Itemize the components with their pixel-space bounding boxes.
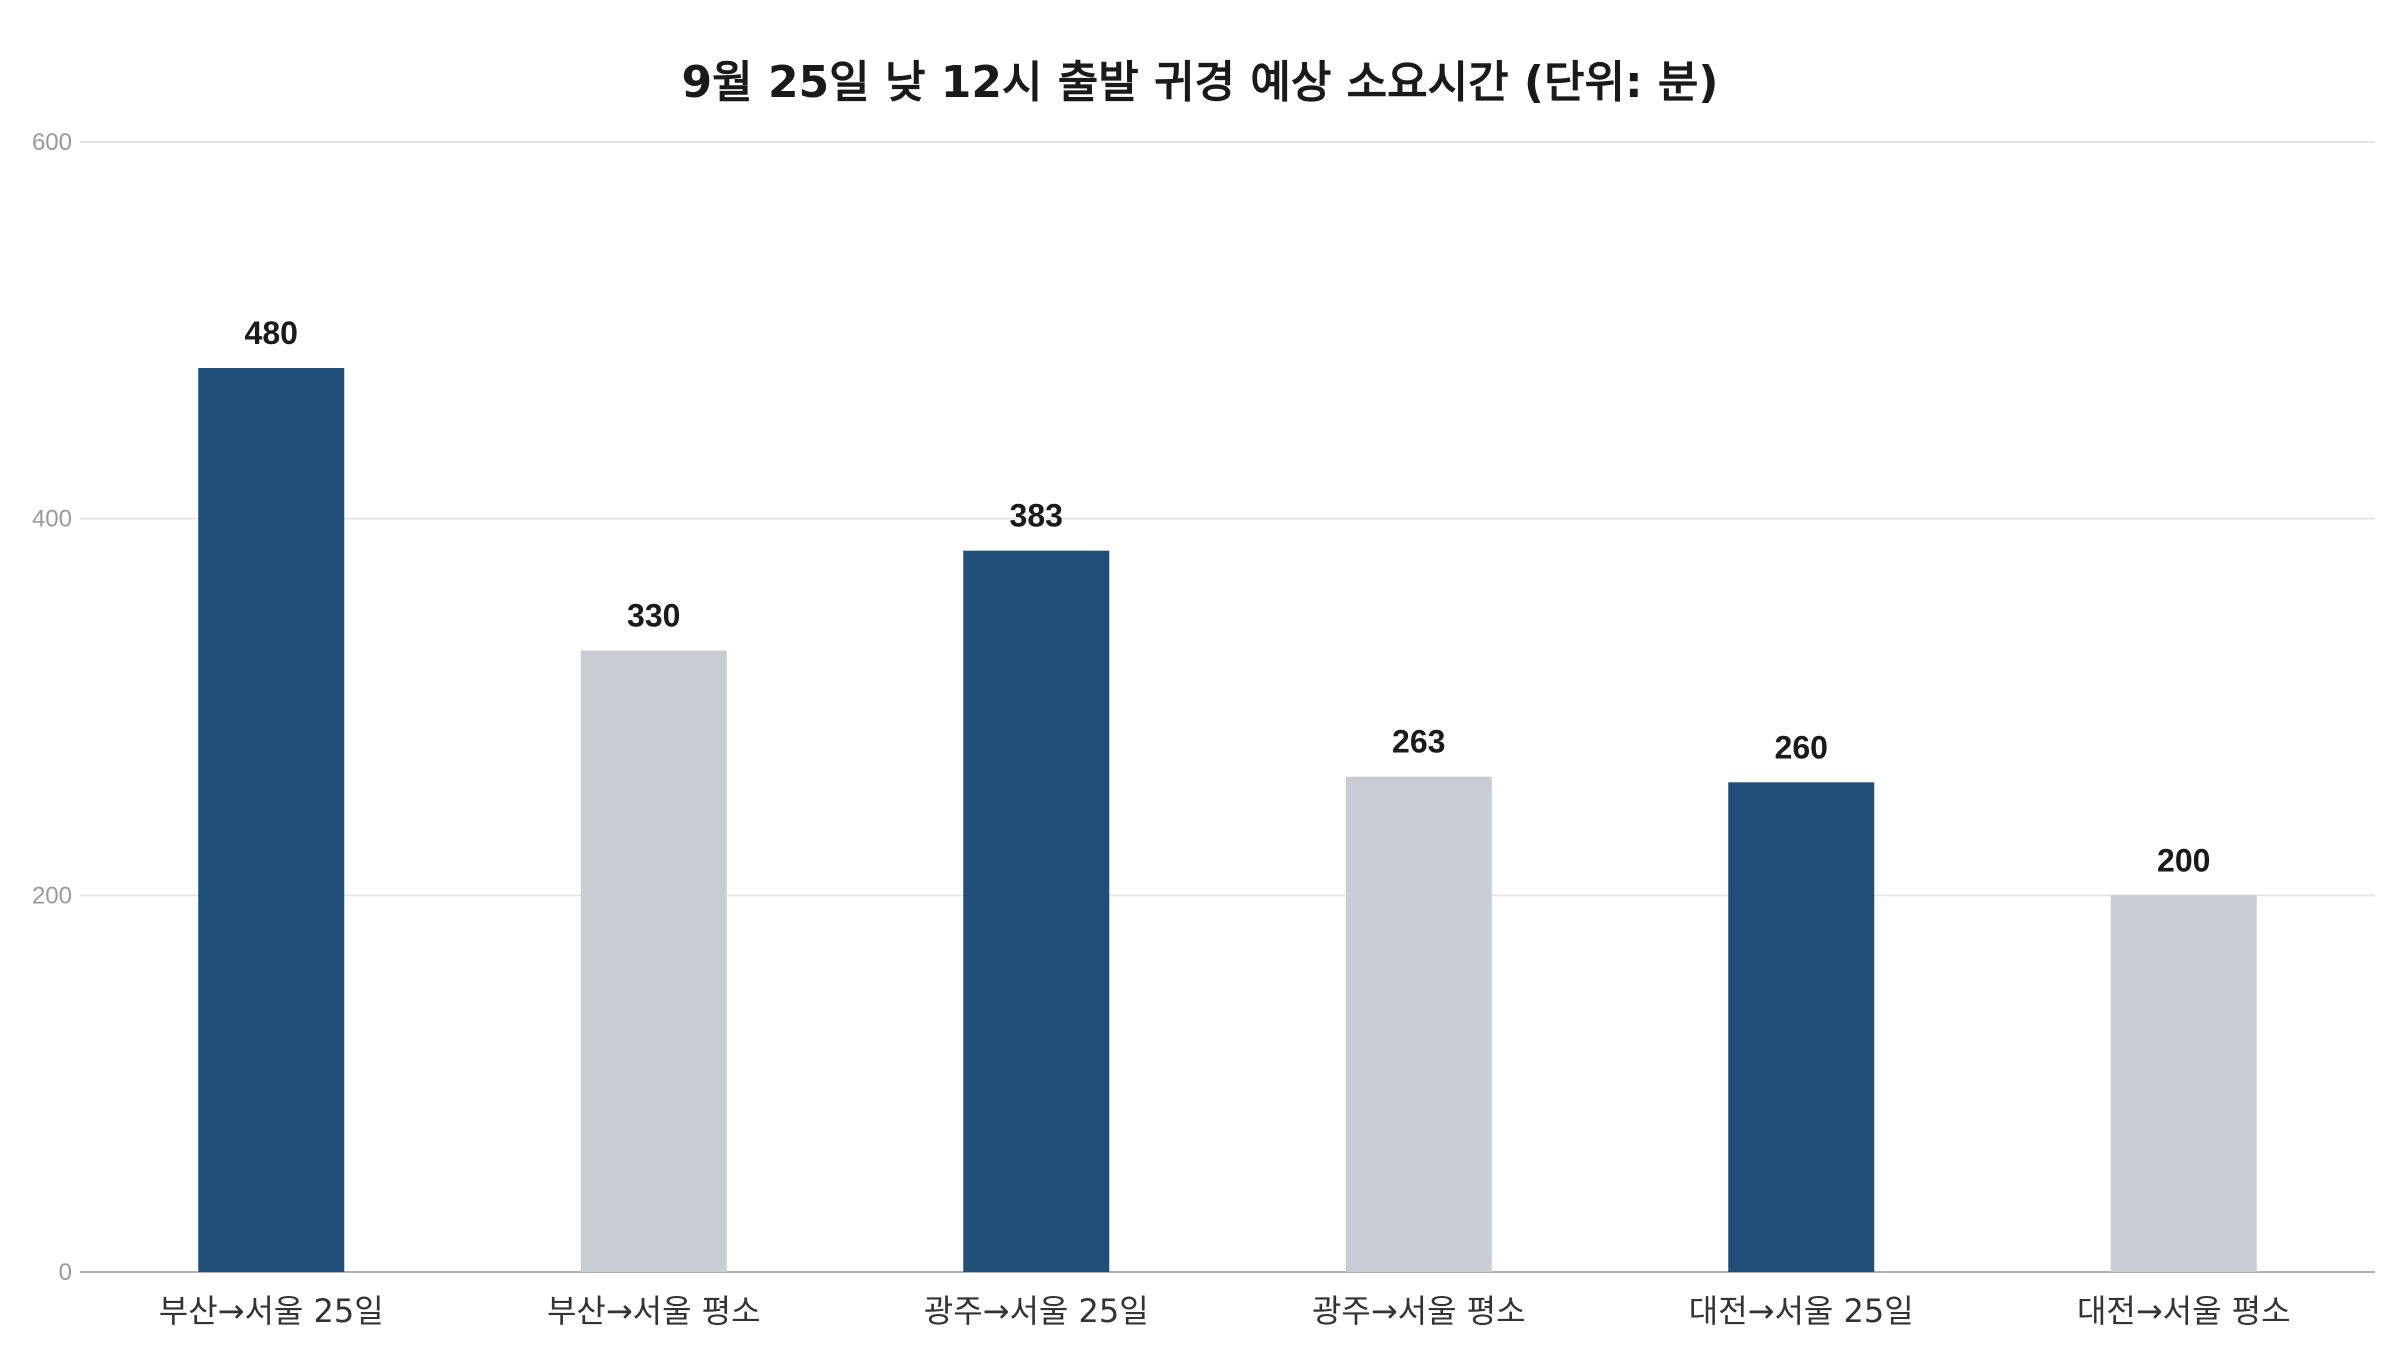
bar-value-label: 260: [1775, 729, 1828, 765]
bar-value-label: 263: [1392, 724, 1445, 760]
bar-value-label: 480: [245, 315, 298, 351]
bar: [580, 650, 727, 1272]
y-tick-label: 200: [32, 882, 72, 909]
bar: [2110, 895, 2257, 1272]
y-tick-label: 600: [32, 129, 72, 156]
labels-layer: 0 200 400 600 480 부산→서울 25일 330 부산→서울 평소 383 광주→서…: [32, 129, 2291, 1330]
grid-layer: [80, 141, 2375, 1273]
x-category-label: 대전→서울 25일: [1689, 1292, 1914, 1330]
x-category-label: 광주→서울 25일: [924, 1292, 1149, 1330]
x-category-label: 대전→서울 평소: [2077, 1292, 2291, 1330]
y-tick-label: 400: [32, 506, 72, 533]
bar: [963, 550, 1110, 1272]
y-tick-label: 0: [59, 1259, 72, 1286]
chart-title: 9월 25일 낮 12시 출발 귀경 예상 소요시간 (단위: 분): [681, 57, 1719, 108]
bar: [198, 368, 345, 1272]
x-category-label: 부산→서울 25일: [159, 1292, 384, 1330]
x-category-label: 부산→서울 평소: [547, 1292, 761, 1330]
bar: [1345, 776, 1492, 1272]
bar-value-label: 330: [627, 598, 680, 634]
bar-value-label: 383: [1010, 498, 1063, 534]
bars-layer: [198, 368, 2257, 1272]
x-category-label: 광주→서울 평소: [1312, 1292, 1526, 1330]
bar: [1728, 782, 1875, 1272]
bar-value-label: 200: [2157, 842, 2210, 878]
